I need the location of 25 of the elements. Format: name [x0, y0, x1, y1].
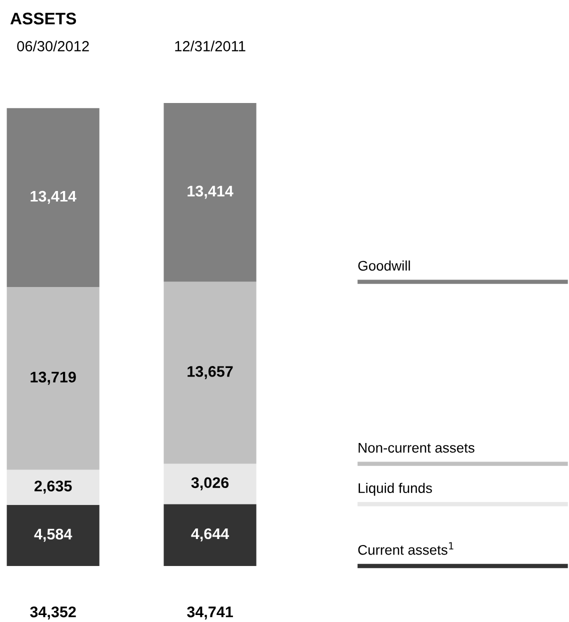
data-label: 4,644: [191, 528, 230, 542]
text: Non-current assets: [358, 443, 474, 453]
data-label: 13,719: [30, 372, 76, 385]
data-label: 4,584: [34, 528, 72, 542]
bar: [164, 282, 256, 464]
text: Current assets$^{1}$: [358, 542, 454, 555]
bar: [6, 108, 100, 287]
data-label: 13,414: [188, 186, 234, 199]
data-label: 13,414: [30, 190, 76, 204]
text: Liquid funds: [358, 482, 432, 496]
bar: [6, 470, 100, 505]
chart-title: ASSETS: [10, 12, 76, 24]
data-label: 2,635: [34, 480, 72, 494]
bar: [164, 103, 256, 282]
text: Goodwill: [358, 260, 410, 271]
bar: [6, 286, 100, 470]
bar: [6, 504, 100, 566]
bar: [164, 504, 256, 566]
bar: [164, 464, 256, 504]
x-tick-label: 12/31/2011: [175, 40, 246, 52]
data-label: 3,026: [191, 477, 229, 490]
x-tick-label: 06/30/2012: [17, 40, 89, 52]
data-label: 13,657: [188, 366, 233, 380]
total-label: 34,741: [187, 606, 233, 620]
total-label: 34,352: [30, 606, 76, 620]
